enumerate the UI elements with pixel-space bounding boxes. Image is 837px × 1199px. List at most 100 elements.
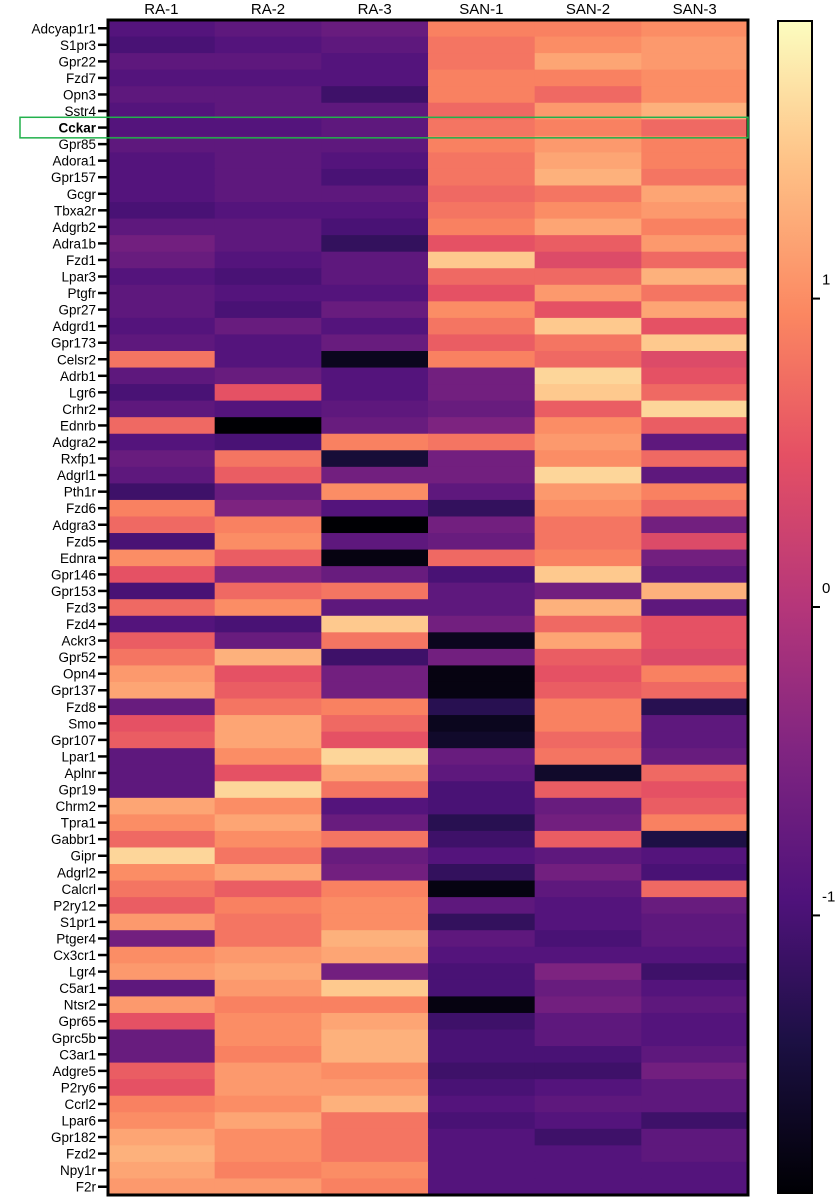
heatmap-cell [534, 53, 642, 71]
heatmap-cell [428, 731, 536, 749]
row-label: Fzd6 [66, 501, 96, 516]
heatmap-cell [534, 185, 642, 203]
row-label: Lpar3 [61, 270, 96, 285]
heatmap-cell [641, 483, 749, 501]
heatmap-cell [641, 450, 749, 468]
heatmap-cell [534, 268, 642, 286]
heatmap-cell [641, 996, 749, 1014]
heatmap-cell [534, 930, 642, 948]
row-label: Opn3 [63, 87, 96, 102]
row-label: Gpr182 [51, 1130, 96, 1145]
heatmap-cell [108, 930, 216, 948]
row-label: Gabbr1 [51, 832, 96, 847]
heatmap-cell [214, 251, 322, 269]
heatmap-cell [108, 566, 216, 584]
heatmap-cell [108, 334, 216, 352]
heatmap-cell [641, 384, 749, 402]
heatmap-cell [214, 185, 322, 203]
heatmap-cell [108, 466, 216, 484]
heatmap-cell [321, 69, 429, 87]
heatmap-cell [641, 715, 749, 733]
heatmap-cell [214, 1046, 322, 1064]
row-label: Gpr146 [51, 567, 96, 582]
heatmap-cell [641, 135, 749, 153]
heatmap-cell [214, 665, 322, 683]
heatmap-cell [641, 235, 749, 253]
heatmap-cell [428, 930, 536, 948]
heatmap-cell [641, 648, 749, 667]
heatmap-cell [321, 549, 429, 567]
heatmap-cell [428, 715, 536, 733]
heatmap-cell [321, 483, 429, 501]
row-label: Aplnr [64, 766, 96, 781]
heatmap-cell [641, 317, 749, 336]
heatmap-cell [534, 814, 642, 832]
heatmap-cell [214, 979, 322, 998]
heatmap-cell [108, 251, 216, 269]
column-label: RA-2 [251, 1, 285, 18]
heatmap-cell [641, 797, 749, 815]
heatmap-cell [641, 350, 749, 369]
heatmap-cell [534, 284, 642, 302]
heatmap-cell [641, 549, 749, 567]
row-label: Adgre5 [52, 1064, 96, 1079]
heatmap-cell [321, 20, 429, 38]
heatmap-cell [108, 1145, 216, 1163]
heatmap-cell [108, 317, 216, 336]
heatmap-cell [641, 979, 749, 998]
heatmap-cell [534, 1145, 642, 1163]
heatmap-cell [428, 880, 536, 898]
row-label: Gpr65 [58, 1014, 96, 1029]
heatmap-cell [428, 913, 536, 931]
heatmap-cell [641, 36, 749, 54]
heatmap-cell [108, 69, 216, 87]
row-label: Ccrl2 [64, 1097, 96, 1112]
row-label: Cx3cr1 [53, 948, 96, 963]
heatmap-cell [534, 516, 642, 534]
heatmap-cell [321, 36, 429, 54]
heatmap-cell [321, 599, 429, 617]
heatmap-cell [641, 168, 749, 187]
heatmap-cell [428, 384, 536, 402]
heatmap-cell [534, 632, 642, 650]
heatmap-cell [108, 731, 216, 749]
heatmap-cell [641, 897, 749, 915]
heatmap-cell [428, 615, 536, 633]
heatmap-cell [641, 698, 749, 716]
heatmap-cell [214, 268, 322, 286]
heatmap-cell [108, 1079, 216, 1097]
heatmap-cell [108, 897, 216, 915]
heatmap-cell [428, 417, 536, 435]
heatmap-cell [108, 218, 216, 236]
heatmap-cell [214, 830, 322, 849]
heatmap-cell [534, 499, 642, 518]
heatmap-cell [641, 251, 749, 269]
heatmap-cell [214, 963, 322, 981]
heatmap-cell [321, 1128, 429, 1146]
row-label: Adgrd1 [52, 319, 96, 334]
heatmap-cell [108, 367, 216, 385]
heatmap-cell [534, 235, 642, 253]
row-label: Pth1r [64, 485, 97, 500]
heatmap-cell [534, 400, 642, 418]
heatmap-cell [534, 417, 642, 435]
row-label: Gprc5b [52, 1031, 96, 1046]
heatmap-cell [534, 549, 642, 567]
heatmap-cell [214, 1178, 322, 1196]
heatmap-cell [321, 284, 429, 302]
heatmap-cell [641, 1145, 749, 1163]
column-label: SAN-3 [673, 1, 717, 18]
heatmap-cell [214, 1079, 322, 1097]
heatmap-cell [108, 284, 216, 302]
heatmap-cell [534, 996, 642, 1014]
heatmap-cell [428, 334, 536, 352]
heatmap-cell [534, 830, 642, 849]
row-label: C3ar1 [59, 1047, 96, 1062]
heatmap-cell [214, 781, 322, 799]
heatmap-cell [641, 582, 749, 600]
heatmap-cell [641, 864, 749, 882]
heatmap-cell [321, 516, 429, 534]
heatmap-cell [641, 185, 749, 203]
heatmap-cell [641, 102, 749, 120]
heatmap-cell [534, 152, 642, 170]
